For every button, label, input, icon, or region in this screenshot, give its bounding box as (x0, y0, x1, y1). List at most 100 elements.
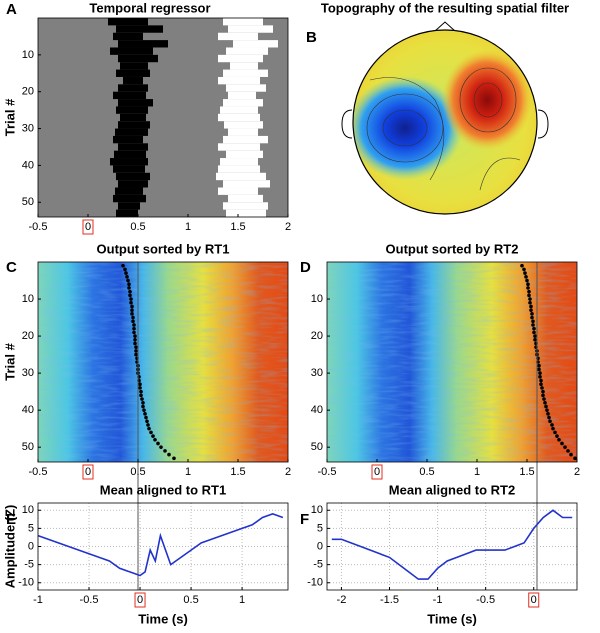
y-tick-label: 50 (311, 441, 323, 453)
rt-dot (560, 441, 564, 446)
rt-dot (528, 297, 532, 301)
rt-dot (539, 382, 543, 387)
rt-dot (128, 293, 132, 298)
rt-dot (139, 393, 143, 398)
rt-dot (541, 393, 545, 398)
x-tick-label: 1.5 (230, 221, 245, 233)
mean-line (37, 513, 284, 577)
y-tick-label: -5 (313, 559, 323, 571)
rt-dot (146, 423, 150, 427)
x-tick-label: 0 (374, 466, 380, 478)
rt-dot (129, 297, 133, 301)
y-tick-label: 10 (22, 504, 34, 516)
plot-frame (37, 17, 289, 218)
x-tick-label: 0 (85, 221, 91, 233)
rt-dot (133, 337, 137, 342)
white-bar (218, 165, 260, 173)
heatmap-noise (327, 262, 577, 462)
plot-area (38, 262, 288, 462)
y-axis-label: Trial # (2, 342, 17, 380)
highlight-box (134, 592, 146, 608)
rt-dot (526, 282, 530, 287)
plot-area (327, 503, 577, 590)
rt-dot (563, 445, 567, 449)
rt-dot (133, 341, 137, 346)
rt-dot (138, 382, 142, 387)
y-tick-label: 30 (311, 367, 323, 379)
panel-title: Output sorted by RT2 (386, 241, 519, 256)
plot-frame (37, 261, 289, 463)
rt-dot (531, 323, 535, 327)
ears (341, 109, 549, 139)
black-bar (113, 135, 143, 144)
rt-dot (141, 400, 145, 405)
white-bar (228, 194, 263, 203)
rt-dot (133, 334, 137, 338)
black-bar (118, 40, 168, 48)
rt-dot (138, 386, 142, 390)
rt-dot (129, 300, 133, 305)
black-bar (116, 25, 163, 33)
rt-dot (127, 282, 131, 287)
plot-frame (326, 261, 578, 463)
y-tick-label: 40 (22, 404, 34, 416)
rt-dot (545, 408, 549, 412)
x-tick-label: 1.5 (519, 466, 534, 478)
rt-dot (130, 312, 134, 316)
y-tick-label: 20 (311, 330, 323, 342)
rt-dot (525, 278, 529, 283)
rt-dot (555, 434, 559, 438)
heatmap-noise (38, 262, 288, 462)
black-bar (115, 187, 143, 195)
y-tick-label: -10 (307, 577, 323, 589)
rt-dot (541, 389, 545, 394)
y-tick-label: 50 (22, 196, 34, 208)
white-bar (223, 180, 270, 188)
x-tick-label: -2 (337, 594, 347, 606)
rt-dot (542, 397, 546, 401)
rt-dot (130, 304, 134, 309)
panel-letter: C (6, 259, 17, 276)
x-tick-label: 1 (474, 466, 480, 478)
white-bar (223, 69, 268, 77)
black-bar (110, 47, 153, 55)
rt-dot (172, 456, 176, 461)
plot-area (327, 262, 577, 462)
rt-dot (142, 408, 146, 412)
rt-dot (151, 434, 155, 438)
y-tick-label: 10 (22, 293, 34, 305)
rt-dot (544, 404, 548, 409)
black-bar (120, 62, 148, 70)
black-bar (114, 150, 146, 159)
rt-dot (140, 397, 144, 401)
y-tick-label: 0 (317, 540, 323, 552)
black-bar (118, 143, 148, 151)
black-bar (115, 128, 148, 136)
rt-dot (529, 308, 533, 312)
white-bar (226, 209, 266, 217)
x-tick-label: 2 (285, 221, 291, 233)
rt-dot (124, 271, 128, 275)
rt-dot (132, 326, 136, 331)
rt-dot (537, 367, 541, 372)
rt-dot (553, 430, 557, 435)
white-bar (223, 202, 268, 210)
black-bar (118, 99, 153, 107)
rt-dot (520, 263, 524, 268)
y-tick-label: 40 (22, 159, 34, 171)
topo-negative (353, 76, 463, 180)
rt-dot (548, 419, 552, 424)
panel-title: Mean aligned to RT1 (100, 482, 226, 497)
rt-dot (144, 415, 148, 420)
plot-frame (326, 502, 578, 591)
x-tick-label: 1 (239, 594, 245, 606)
white-bar (218, 143, 260, 151)
rt-dot (131, 319, 135, 324)
panel-title: Temporal regressor (89, 0, 210, 15)
white-bar (228, 128, 258, 136)
x-tick-label: 0 (137, 594, 143, 606)
plot-frame (37, 502, 289, 591)
white-bar (218, 187, 258, 195)
rt-dot (533, 337, 537, 342)
